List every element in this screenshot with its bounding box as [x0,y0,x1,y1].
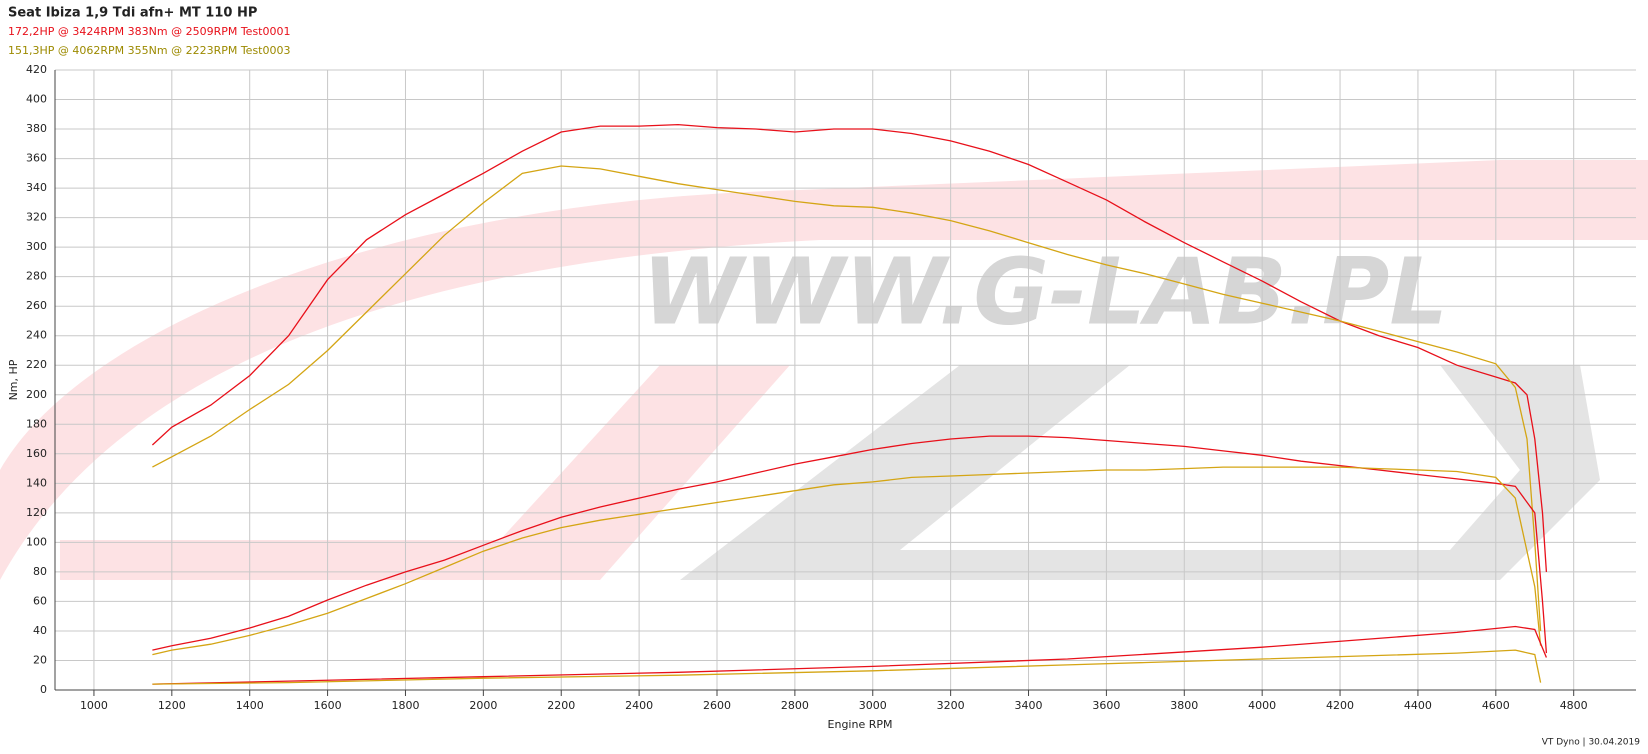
x-tick-label: 2000 [469,699,497,712]
y-tick-label: 380 [26,122,47,135]
logo-ab [680,365,1600,580]
logo-l [60,365,790,580]
chart-title: Seat Ibiza 1,9 Tdi afn+ MT 110 HP [8,6,257,21]
y-tick-label: 200 [26,388,47,401]
y-tick-label: 260 [26,299,47,312]
legend-line: 151,3HP @ 4062RPM 355Nm @ 2223RPM Test00… [8,44,291,57]
y-axis-label: Nm, HP [7,359,20,400]
y-tick-label: 400 [26,93,47,106]
y-tick-label: 320 [26,211,47,224]
x-tick-label: 3400 [1015,699,1043,712]
x-tick-label: 4600 [1482,699,1510,712]
x-tick-label: 1400 [236,699,264,712]
y-tick-label: 100 [26,535,47,548]
data-line [151,123,1548,572]
y-tick-label: 60 [33,594,47,607]
x-tick-label: 4400 [1404,699,1432,712]
y-tick-label: 40 [33,624,47,637]
x-tick-label: 3200 [937,699,965,712]
y-tick-label: 420 [26,63,47,76]
footer: VT Dyno | 30.04.2019 [1542,738,1641,748]
y-tick-label: 280 [26,270,47,283]
background-logo: WWW.G-LAB.PL [0,160,1648,580]
y-tick-label: 140 [26,476,47,489]
x-tick-label: 1800 [391,699,419,712]
x-axis-label: Engine RPM [828,718,893,731]
y-tick-label: 240 [26,329,47,342]
watermark: WWW.G-LAB.PL [642,238,1448,345]
x-tick-label: 2200 [547,699,575,712]
x-tick-label: 1200 [158,699,186,712]
x-tick-label: 3000 [859,699,887,712]
data-line [152,435,1548,654]
x-tick-label: 2800 [781,699,809,712]
y-tick-label: 180 [26,417,47,430]
logo-swoosh [0,160,1648,580]
x-tick-label: 2600 [703,699,731,712]
y-tick-label: 0 [40,683,47,696]
y-tick-label: 340 [26,181,47,194]
data-line [152,625,1548,685]
data-line [152,649,1542,685]
y-tick-label: 120 [26,506,47,519]
y-tick-label: 360 [26,152,47,165]
y-tick-label: 300 [26,240,47,253]
x-tick-label: 1000 [80,699,108,712]
data-line [152,165,1542,632]
y-tick-label: 220 [26,358,47,371]
y-tick-label: 160 [26,447,47,460]
legend-line: 172,2HP @ 3424RPM 383Nm @ 2509RPM Test00… [8,25,291,38]
y-tick-label: 80 [33,565,47,578]
x-tick-label: 2400 [625,699,653,712]
x-tick-label: 3600 [1092,699,1120,712]
data-line [152,466,1542,656]
x-tick-label: 4000 [1248,699,1276,712]
y-tick-label: 20 [33,653,47,666]
x-tick-label: 4800 [1560,699,1588,712]
x-tick-label: 1600 [314,699,342,712]
x-tick-label: 4200 [1326,699,1354,712]
x-tick-label: 3800 [1170,699,1198,712]
